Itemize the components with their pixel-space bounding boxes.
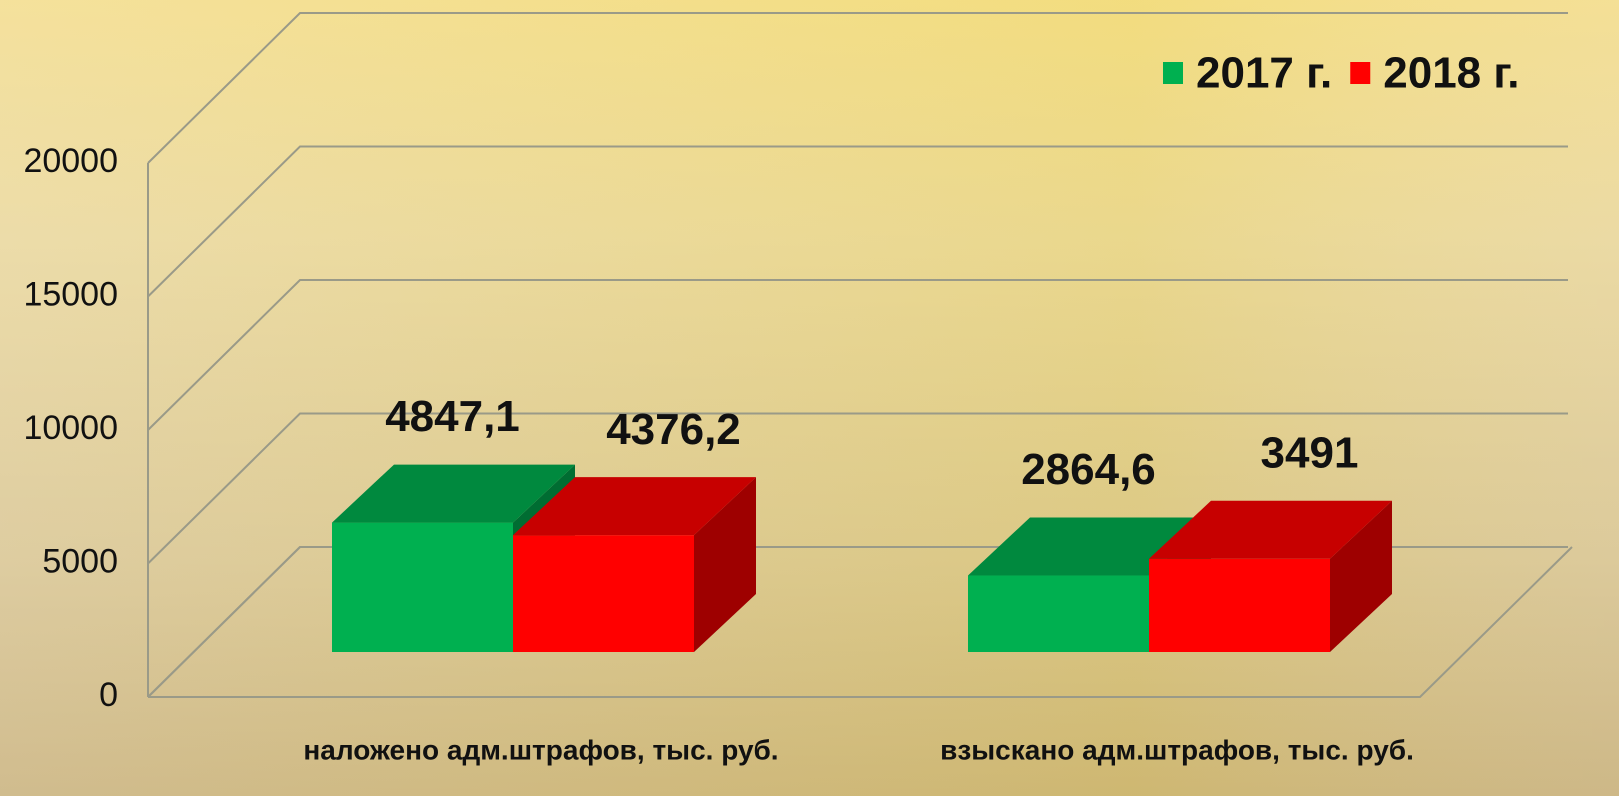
bar-front <box>1149 558 1330 652</box>
grid-line <box>147 145 1568 298</box>
y-tick-label: 20000 <box>23 142 118 180</box>
bar-top <box>332 464 575 523</box>
bar-top <box>1149 500 1392 559</box>
grid-line <box>147 412 1568 565</box>
x-tick-label: взыскано адм.штрафов, тыс. руб. <box>940 734 1414 765</box>
y-tick-label: 10000 <box>23 409 118 447</box>
value-label: 4376,2 <box>606 405 741 454</box>
x-tick-label: наложено адм.штрафов, тыс. руб. <box>303 734 778 765</box>
bar-side <box>1330 500 1392 652</box>
y-tick-label: 0 <box>99 676 118 714</box>
y-tick-label: 5000 <box>42 542 118 580</box>
value-label: 4847,1 <box>385 392 520 441</box>
bar-front <box>332 522 513 652</box>
value-label: 3491 <box>1261 428 1359 477</box>
grid-line <box>147 12 1568 164</box>
legend-swatch <box>1163 62 1183 84</box>
legend-label: 2018 г. <box>1383 49 1519 98</box>
legend-swatch <box>1350 62 1371 84</box>
legend-label: 2017 г. <box>1196 49 1332 98</box>
value-label: 2864,6 <box>1021 445 1156 494</box>
bar-top <box>513 477 756 536</box>
bar-side <box>694 477 756 652</box>
bar-front <box>513 535 694 652</box>
grid-line <box>147 279 1568 431</box>
bar-front <box>968 575 1149 652</box>
y-tick-label: 15000 <box>23 275 118 313</box>
